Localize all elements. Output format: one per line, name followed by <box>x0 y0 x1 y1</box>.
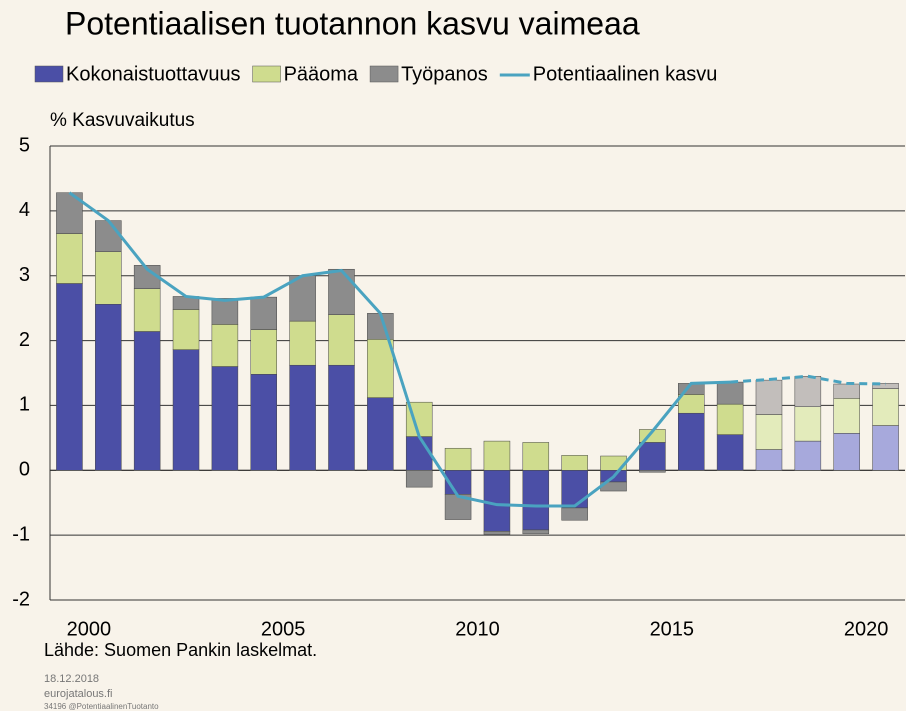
chart-title: Potentiaalisen tuotannon kasvu vaimeaa <box>65 5 640 41</box>
bar-segment <box>755 414 783 450</box>
bar-segment <box>794 406 822 442</box>
x-tick-label: 2005 <box>261 618 306 640</box>
legend-swatch <box>252 65 281 83</box>
bar-segment <box>639 470 666 473</box>
bar-segment <box>95 220 122 252</box>
legend-label: Potentiaalinen kasvu <box>533 63 718 85</box>
legend-swatch <box>34 65 64 83</box>
y-tick-label: 5 <box>19 134 30 156</box>
legend-label: Työpanos <box>401 63 488 85</box>
bar-segment <box>211 298 239 325</box>
y-tick-label: 0 <box>19 459 30 481</box>
bar-segment <box>133 288 161 332</box>
bar-segment <box>56 283 83 471</box>
bar-segment <box>328 268 355 315</box>
bar-segment <box>833 383 860 399</box>
bar-segment <box>289 320 316 366</box>
bar-segment <box>483 470 511 532</box>
y-tick-label: 3 <box>19 264 30 286</box>
bar-segment <box>561 507 588 521</box>
legend-swatch <box>369 65 399 83</box>
bar-segment <box>133 331 161 471</box>
x-tick-label: 2020 <box>844 618 889 640</box>
bar-segment <box>678 412 705 471</box>
bar-segment <box>172 309 200 350</box>
bar-segment <box>755 379 783 415</box>
line <box>730 374 886 386</box>
bar-segment <box>794 440 822 471</box>
bar-segment <box>522 470 550 531</box>
bar-segment <box>833 433 860 471</box>
bar-segment <box>328 364 355 471</box>
footer-date: 18.12.2018 <box>44 673 99 685</box>
bar-segment <box>716 434 744 471</box>
x-tick-label: 2010 <box>455 618 500 640</box>
footer-id: 34196 @PotentiaalinenTuotanto <box>44 702 159 711</box>
bar-segment <box>56 233 83 284</box>
bar-segment <box>561 455 588 471</box>
y-tick-label: 2 <box>19 329 30 351</box>
bar-segment <box>522 442 550 471</box>
bar-segment <box>755 449 783 471</box>
bar-segment <box>250 296 277 330</box>
bar-segment <box>405 436 433 471</box>
bar-segment <box>328 314 355 366</box>
bar-segment <box>289 364 316 471</box>
bar-segment <box>639 442 666 471</box>
bar-segment <box>483 440 511 471</box>
y-tick-label: 4 <box>19 199 30 221</box>
bar-segment <box>250 329 277 375</box>
bar-segment <box>794 375 822 407</box>
bar-segment <box>95 304 122 471</box>
bar-segment <box>522 529 550 535</box>
bar-segment <box>872 388 899 426</box>
bar-segment <box>250 374 277 471</box>
bar-segment <box>95 251 122 305</box>
y-tick-label: -2 <box>12 588 30 610</box>
bar-segment <box>678 394 705 414</box>
legend-label: Pääoma <box>284 63 359 85</box>
bar-segment <box>211 366 239 471</box>
y-tick-label: 1 <box>19 394 30 416</box>
bar-segment <box>833 398 860 434</box>
bar-segment <box>716 403 744 435</box>
bar-segment <box>289 275 316 322</box>
line <box>68 191 731 508</box>
bar-segment <box>561 470 588 509</box>
bar-segment <box>483 531 511 535</box>
bar-segment <box>444 447 472 471</box>
bar-segment <box>172 349 200 471</box>
legend-label: Kokonaistuottavuus <box>66 63 241 85</box>
bar-segment <box>367 397 394 471</box>
footer-site: eurojatalous.fi <box>44 688 113 700</box>
bar-segment <box>872 425 899 471</box>
bar-segment <box>405 470 433 488</box>
x-tick-label: 2000 <box>67 618 112 640</box>
y-axis-label: % Kasvuvaikutus <box>50 110 195 131</box>
bar-segment <box>716 381 744 405</box>
y-tick-label: -1 <box>12 523 30 545</box>
bar-segment <box>367 339 394 398</box>
source: Lähde: Suomen Pankin laskelmat. <box>44 640 317 660</box>
bar-segment <box>211 324 239 367</box>
x-tick-label: 2015 <box>650 618 695 640</box>
